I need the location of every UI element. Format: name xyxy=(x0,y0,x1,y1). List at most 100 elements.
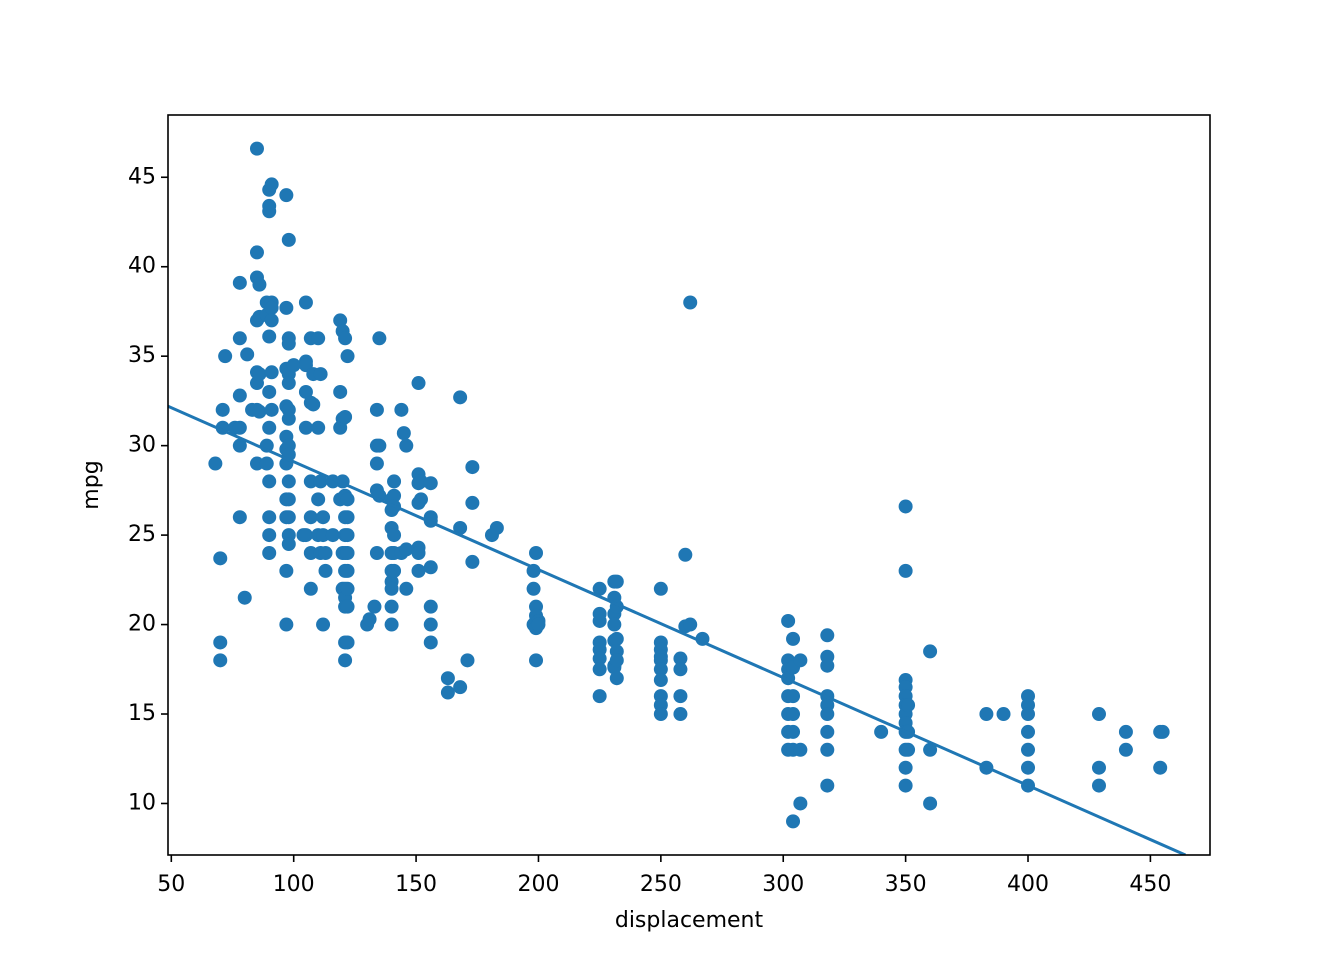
point xyxy=(465,554,480,569)
point xyxy=(996,707,1011,722)
point xyxy=(318,563,333,578)
point xyxy=(673,707,688,722)
point xyxy=(673,651,688,666)
x-tick-label: 200 xyxy=(517,872,559,897)
point xyxy=(303,474,318,489)
point xyxy=(1118,724,1133,739)
point xyxy=(340,599,355,614)
point xyxy=(325,528,340,543)
point xyxy=(529,653,544,668)
point xyxy=(653,673,668,688)
regression-line xyxy=(168,404,1187,855)
point xyxy=(264,177,279,192)
point xyxy=(609,631,624,646)
point xyxy=(213,653,228,668)
point xyxy=(453,680,468,695)
point xyxy=(262,474,277,489)
point xyxy=(252,404,267,419)
point xyxy=(338,410,353,425)
point xyxy=(394,402,409,417)
point xyxy=(298,295,313,310)
point xyxy=(440,671,455,686)
x-axis-label: displacement xyxy=(615,908,764,933)
point xyxy=(232,331,247,346)
point xyxy=(609,653,624,668)
point xyxy=(264,402,279,417)
point xyxy=(281,336,296,351)
point xyxy=(786,707,801,722)
point xyxy=(874,724,889,739)
y-axis-label: mpg xyxy=(79,460,104,509)
point xyxy=(213,635,228,650)
point xyxy=(592,689,607,704)
point xyxy=(460,653,475,668)
point xyxy=(423,599,438,614)
point xyxy=(311,331,326,346)
point xyxy=(232,438,247,453)
point xyxy=(1091,760,1106,775)
point xyxy=(399,542,414,557)
point xyxy=(673,689,688,704)
point xyxy=(592,581,607,596)
point xyxy=(898,499,913,514)
point xyxy=(262,545,277,560)
point xyxy=(529,545,544,560)
point xyxy=(340,492,355,507)
point xyxy=(423,476,438,491)
point xyxy=(316,617,331,632)
point xyxy=(340,510,355,525)
point xyxy=(311,492,326,507)
point xyxy=(281,411,296,426)
point xyxy=(279,617,294,632)
point xyxy=(340,635,355,650)
point xyxy=(232,420,247,435)
point xyxy=(340,581,355,596)
point xyxy=(262,528,277,543)
point xyxy=(213,551,228,566)
point xyxy=(232,510,247,525)
y-tick-label: 40 xyxy=(128,254,156,279)
plot-area xyxy=(168,141,1187,855)
point xyxy=(683,617,698,632)
point xyxy=(683,295,698,310)
point xyxy=(820,628,835,643)
point xyxy=(653,581,668,596)
x-tick-label: 100 xyxy=(273,872,315,897)
x-tick-label: 150 xyxy=(395,872,437,897)
point xyxy=(423,560,438,575)
point xyxy=(786,689,801,704)
point xyxy=(526,581,541,596)
point xyxy=(411,545,426,560)
point xyxy=(1091,778,1106,793)
point xyxy=(279,563,294,578)
point xyxy=(262,204,277,219)
y-tick-label: 15 xyxy=(128,701,156,726)
point xyxy=(215,402,230,417)
point xyxy=(786,814,801,829)
point xyxy=(249,456,264,471)
point xyxy=(898,563,913,578)
point xyxy=(673,662,688,677)
point xyxy=(340,563,355,578)
point xyxy=(313,367,328,382)
point xyxy=(399,581,414,596)
point xyxy=(923,644,938,659)
point xyxy=(264,300,279,315)
point xyxy=(592,662,607,677)
point xyxy=(1091,707,1106,722)
point xyxy=(453,390,468,405)
point xyxy=(264,365,279,380)
point xyxy=(262,384,277,399)
axes-frame xyxy=(167,114,1211,856)
point xyxy=(367,599,382,614)
point xyxy=(609,574,624,589)
y-tick-label: 30 xyxy=(128,433,156,458)
point xyxy=(279,300,294,315)
point xyxy=(298,384,313,399)
x-tick-label: 300 xyxy=(762,872,804,897)
point xyxy=(1155,724,1170,739)
point xyxy=(240,347,255,362)
point xyxy=(281,492,296,507)
point xyxy=(384,599,399,614)
